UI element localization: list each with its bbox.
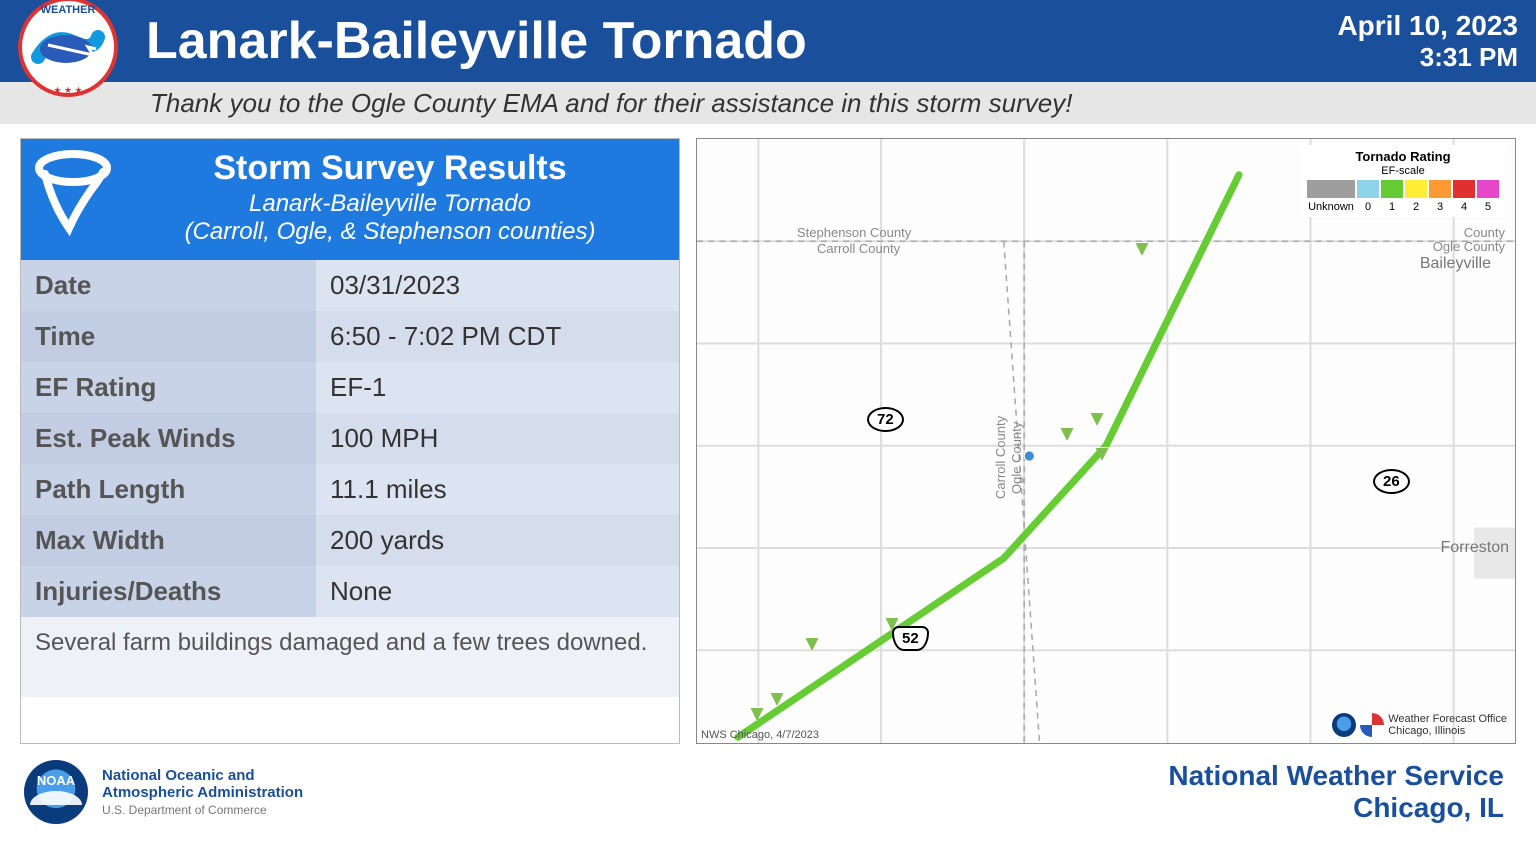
legend-swatch — [1477, 180, 1499, 198]
survey-header: Storm Survey Results Lanark-Baileyville … — [21, 139, 679, 260]
survey-row-value: 100 MPH — [316, 413, 679, 464]
tornado-path-map: Tornado Rating EF-scale Unknown012345 St… — [696, 138, 1516, 744]
survey-row: EF RatingEF-1 — [21, 362, 679, 413]
noaa-badge-icon: NOAA — [24, 760, 88, 824]
legend-subtitle: EF-scale — [1307, 165, 1499, 177]
highway-marker: 52 — [892, 626, 929, 651]
subtitle-bar: Thank you to the Ogle County EMA and for… — [0, 82, 1536, 124]
county-label-top-right: County — [1464, 225, 1505, 240]
survey-row: Time6:50 - 7:02 PM CDT — [21, 311, 679, 362]
city-label-baileyville: Baileyville — [1420, 255, 1491, 273]
survey-row: Path Length11.1 miles — [21, 464, 679, 515]
legend-label: 4 — [1453, 201, 1475, 213]
footer-bar: NOAA National Oceanic and Atmospheric Ad… — [0, 752, 1536, 824]
legend-swatch — [1429, 180, 1451, 198]
legend-swatch — [1381, 180, 1403, 198]
map-office-text: Weather Forecast Office Chicago, Illinoi… — [1388, 713, 1507, 737]
survey-subtitle2: (Carroll, Ogle, & Stephenson counties) — [113, 218, 667, 246]
county-label-ogle-v: Ogle County — [1009, 422, 1024, 494]
survey-row-value: EF-1 — [316, 362, 679, 413]
tornado-icon — [33, 150, 113, 245]
header-bar: WEATHER ★ ★ ★ Lanark-Baileyville Tornado… — [0, 0, 1536, 82]
county-label-ogle-right: Ogle County — [1433, 239, 1505, 254]
footer-nws-line1: National Weather Service — [1168, 760, 1504, 792]
survey-row-value: 6:50 - 7:02 PM CDT — [316, 311, 679, 362]
svg-text:★ ★ ★: ★ ★ ★ — [53, 85, 82, 95]
footer-right: National Weather Service Chicago, IL — [1168, 760, 1504, 824]
survey-row-value: 03/31/2023 — [316, 260, 679, 311]
city-label-forreston: Forreston — [1441, 539, 1509, 557]
survey-row-label: Date — [21, 260, 316, 311]
legend-title: Tornado Rating — [1307, 149, 1499, 164]
survey-subtitle1: Lanark-Baileyville Tornado — [113, 190, 667, 218]
legend-swatch — [1405, 180, 1427, 198]
content-area: Storm Survey Results Lanark-Baileyville … — [0, 124, 1536, 752]
survey-row-label: Est. Peak Winds — [21, 413, 316, 464]
survey-table: Storm Survey Results Lanark-Baileyville … — [20, 138, 680, 744]
legend-swatch — [1307, 180, 1355, 198]
nws-logo: WEATHER ★ ★ ★ — [18, 0, 118, 97]
map-caption: NWS Chicago, 4/7/2023 — [701, 729, 819, 741]
survey-row-label: Time — [21, 311, 316, 362]
survey-row-label: Max Width — [21, 515, 316, 566]
survey-row: Max Width200 yards — [21, 515, 679, 566]
noaa-dot-icon — [1332, 713, 1356, 737]
survey-row-value: 11.1 miles — [316, 464, 679, 515]
noaa-badge-text: NOAA — [37, 773, 75, 788]
legend-label: 3 — [1429, 201, 1451, 213]
page-title: Lanark-Baileyville Tornado — [146, 11, 1337, 71]
legend-label: Unknown — [1307, 201, 1355, 213]
legend-label: 5 — [1477, 201, 1499, 213]
legend-swatch — [1357, 180, 1379, 198]
survey-row-value: 200 yards — [316, 515, 679, 566]
map-legend: Tornado Rating EF-scale Unknown012345 — [1301, 145, 1505, 217]
survey-row-label: EF Rating — [21, 362, 316, 413]
nws-dot-icon — [1360, 713, 1384, 737]
survey-row: Est. Peak Winds100 MPH — [21, 413, 679, 464]
survey-summary: Several farm buildings damaged and a few… — [21, 617, 679, 697]
survey-title: Storm Survey Results — [113, 149, 667, 188]
footer-org-line1: National Oceanic and — [102, 767, 303, 784]
survey-row: Date03/31/2023 — [21, 260, 679, 311]
survey-row-label: Path Length — [21, 464, 316, 515]
highway-marker: 26 — [1373, 469, 1410, 494]
footer-org-line2: Atmospheric Administration — [102, 784, 303, 801]
legend-swatch — [1453, 180, 1475, 198]
header-time-value: 3:31 PM — [1337, 42, 1518, 73]
county-label-stephenson: Stephenson County — [797, 225, 911, 240]
footer-org-line3: U.S. Department of Commerce — [102, 803, 303, 817]
survey-row-label: Injuries/Deaths — [21, 566, 316, 617]
subtitle-text: Thank you to the Ogle County EMA and for… — [150, 88, 1072, 119]
svg-text:WEATHER: WEATHER — [41, 4, 96, 16]
map-office-badge: Weather Forecast Office Chicago, Illinoi… — [1332, 713, 1507, 737]
county-label-carroll: Carroll County — [817, 241, 900, 256]
survey-row-value: None — [316, 566, 679, 617]
highway-marker: 72 — [867, 407, 904, 432]
header-date-value: April 10, 2023 — [1337, 10, 1518, 42]
footer-org: National Oceanic and Atmospheric Adminis… — [102, 767, 303, 817]
legend-label: 0 — [1357, 201, 1379, 213]
footer-nws-line2: Chicago, IL — [1168, 792, 1504, 824]
legend-label: 2 — [1405, 201, 1427, 213]
legend-label: 1 — [1381, 201, 1403, 213]
county-label-carroll-v: Carroll County — [993, 416, 1008, 499]
survey-row: Injuries/DeathsNone — [21, 566, 679, 617]
header-date: April 10, 2023 3:31 PM — [1337, 10, 1518, 73]
